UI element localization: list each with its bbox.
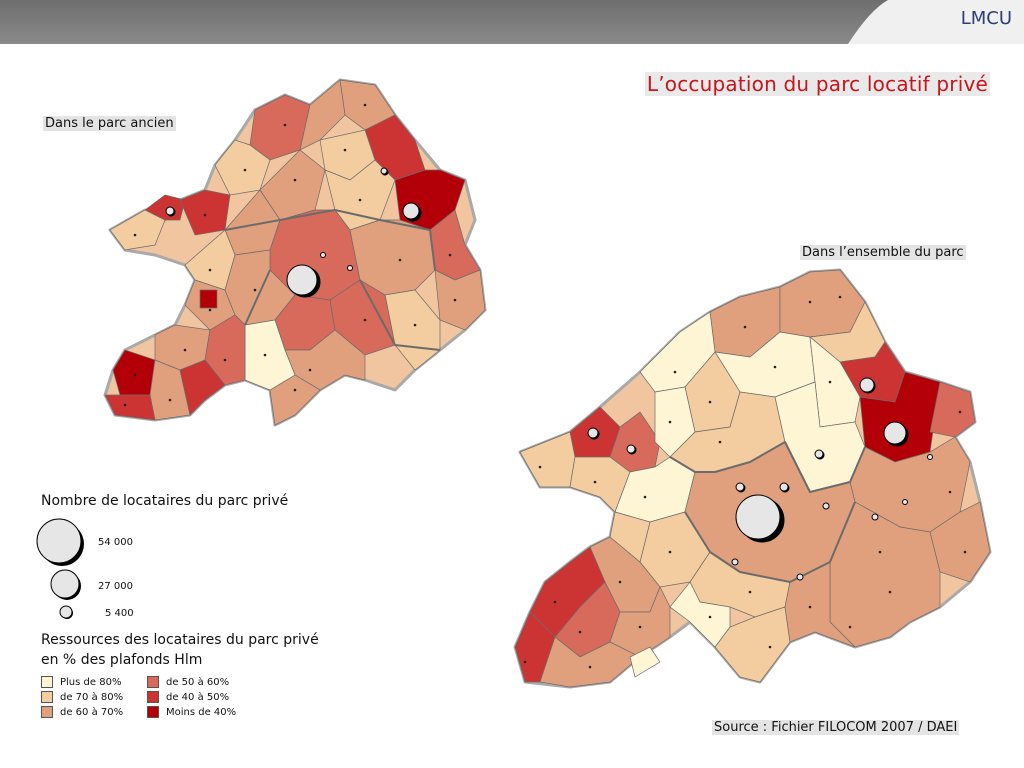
zone-boundary-all	[669, 441, 866, 583]
commune-dots-old	[123, 103, 457, 407]
legend-size-label-small: 5 400	[105, 608, 134, 619]
legend-class-label: de 70 à 80%	[60, 691, 124, 703]
region-old-10	[109, 209, 166, 251]
map-label-old-stock: Dans le parc ancien	[43, 116, 176, 131]
region-old-32	[179, 359, 226, 416]
region-all-27	[784, 561, 856, 648]
legend-class-6: Moins de 40%	[147, 706, 236, 718]
legend-class-2: de 70 à 80%	[41, 691, 123, 703]
region-old-3	[299, 79, 346, 151]
legend-class-1: Plus de 80%	[41, 676, 121, 688]
legend-size-title: Nombre de locataires du parc privé	[41, 493, 289, 509]
map-old-stock	[103, 78, 487, 427]
legend-swatch	[41, 706, 53, 718]
legend-class-3: de 60 à 70%	[41, 706, 123, 718]
source-note: Source : Fichier FILOCOM 2007 / DAEI	[712, 720, 960, 735]
legend-swatch	[41, 676, 53, 688]
tenant-circles-all	[587, 377, 933, 581]
legend-class-label: de 60 à 70%	[60, 706, 124, 718]
legend-swatch	[147, 676, 159, 688]
legend-class-4: de 50 à 60%	[147, 676, 229, 688]
legend-swatch	[147, 691, 159, 703]
brand-logo-text: LMCU	[960, 8, 1012, 29]
legend-class-label: Plus de 80%	[60, 676, 122, 688]
legend-swatch	[41, 691, 53, 703]
region-old-31	[104, 394, 156, 421]
region-all-35	[629, 646, 661, 678]
legend-class-label: de 40 à 50%	[166, 691, 230, 703]
legend-size-symbols	[36, 518, 84, 619]
commune-dots-all	[523, 295, 967, 669]
legend-class-5: de 40 à 50%	[147, 691, 229, 703]
region-old-33	[199, 289, 218, 309]
legend-class-label: de 50 à 60%	[166, 676, 230, 688]
region-all-26	[669, 581, 731, 648]
legend-size-label-medium: 27 000	[98, 581, 133, 592]
tenant-circles-old	[165, 167, 422, 298]
zone-boundary-old	[224, 209, 441, 351]
region-old-9	[179, 189, 231, 236]
region-all-6	[929, 381, 976, 438]
map-all-stock	[513, 268, 992, 689]
legend-resources-title-line2: en % des plafonds Hlm	[41, 652, 203, 668]
legend-class-label: Moins de 40%	[166, 706, 237, 718]
header-band	[0, 0, 1024, 44]
region-old-17	[434, 269, 486, 331]
legend-resources-title-line1: Ressources des locataires du parc privé	[41, 632, 319, 648]
legend-swatch	[147, 706, 159, 718]
legend-size-label-large: 54 000	[98, 537, 133, 548]
region-all-34	[539, 636, 641, 688]
map-label-all-stock: Dans l’ensemble du parc	[800, 245, 966, 260]
region-all-29	[609, 511, 651, 563]
page-title: L’occupation du parc locatif privé	[644, 72, 990, 96]
